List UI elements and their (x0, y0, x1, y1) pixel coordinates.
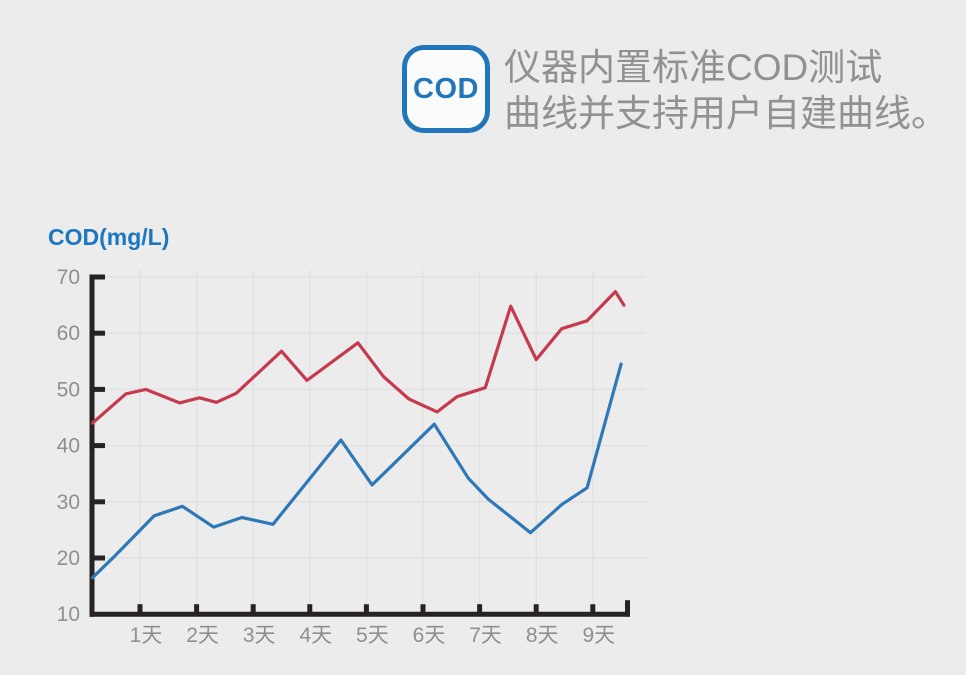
x-tick-label: 9天 (582, 624, 615, 647)
blue-curve-line (90, 362, 623, 580)
x-tick-label: 4天 (299, 624, 332, 647)
x-tick-label: 3天 (243, 624, 276, 647)
cod-badge-label: COD (413, 72, 479, 105)
header-caption: 仪器内置标准COD测试 曲线并支持用户自建曲线。 (504, 45, 948, 137)
y-tick-label: 50 (57, 378, 80, 401)
y-tick-label: 30 (57, 491, 80, 514)
red-curve-line (90, 290, 626, 425)
x-tick-label: 6天 (413, 624, 446, 647)
header: COD 仪器内置标准COD测试 曲线并支持用户自建曲线。 (402, 45, 948, 137)
y-tick-label: 70 (57, 266, 80, 289)
x-tick-label: 7天 (469, 624, 502, 647)
y-tick-label: 60 (57, 322, 80, 345)
header-caption-line1: 仪器内置标准COD测试 (504, 47, 883, 88)
y-tick-label: 20 (57, 547, 80, 570)
y-tick-label: 10 (57, 603, 80, 626)
chart-y-axis-title: COD(mg/L) (48, 224, 170, 250)
cod-badge: COD (402, 45, 490, 133)
x-tick-label: 5天 (356, 624, 389, 647)
x-tick-label: 1天 (130, 624, 163, 647)
y-tick-label: 40 (57, 435, 80, 458)
header-caption-line2: 曲线并支持用户自建曲线。 (504, 93, 948, 134)
cod-line-chart: 10 20 30 40 50 60 70 1天 2天 3天 4天 5天 6天 7天 8天 9天 (57, 266, 646, 647)
x-tick-label: 8天 (526, 624, 559, 647)
x-tick-label: 2天 (186, 624, 219, 647)
